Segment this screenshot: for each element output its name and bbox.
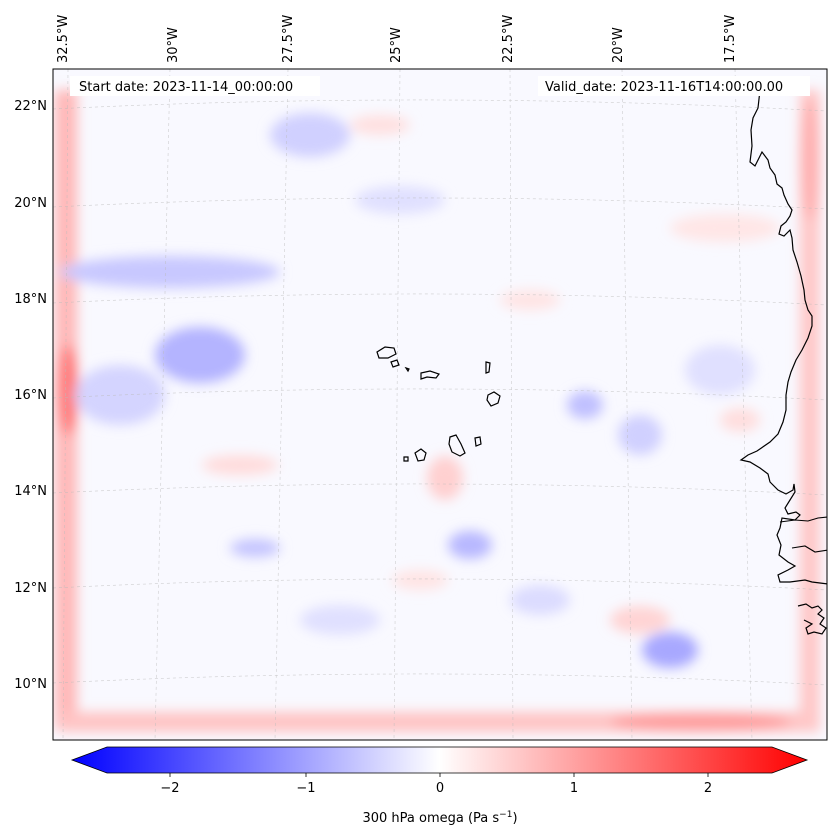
omega-descent-patch xyxy=(610,606,670,634)
cape-verde-islands xyxy=(376,346,501,462)
island-santo-antao xyxy=(376,346,397,359)
colorbar-label: 300 hPa omega (Pa s−1) xyxy=(362,810,517,826)
omega-ascent-patch xyxy=(155,327,245,383)
omega-descent-patch xyxy=(500,290,560,310)
island-sao-vicente xyxy=(390,359,400,368)
lat-tick-label: 22°N xyxy=(14,99,47,114)
graticule xyxy=(53,69,827,740)
omega-ascent-patch xyxy=(60,256,280,288)
colorbar-body xyxy=(70,746,809,774)
island-santa-luzia xyxy=(404,366,410,373)
lat-tick-labels: 22°N 20°N 18°N 16°N 14°N 12°N 10°N xyxy=(14,99,47,692)
omega-max-south xyxy=(610,713,790,731)
island-sal xyxy=(485,361,491,374)
colorbar-tick-label: 0 xyxy=(436,781,444,796)
lat-tick-label: 20°N xyxy=(14,196,47,211)
omega-descent-patch xyxy=(392,570,448,590)
lat-tick-label: 16°N xyxy=(14,388,47,403)
valid-date-text: Valid_date: 2023-11-16T14:00:00.00 xyxy=(545,80,783,95)
omega-ascent-patch xyxy=(618,415,662,455)
colorbar: −2 −1 0 1 2 300 hPa omega (Pa s−1) xyxy=(70,746,809,826)
island-brava xyxy=(403,456,409,462)
lon-tick-label: 32.5°W xyxy=(56,15,71,63)
omega-ascent-patch xyxy=(300,605,380,635)
colorbar-tick-label: 2 xyxy=(704,781,712,796)
island-fogo xyxy=(414,448,427,462)
omega-boundary-east xyxy=(800,90,820,730)
omega-descent-patch xyxy=(670,214,780,242)
omega-ascent-patch xyxy=(567,391,603,419)
omega-ascent-patch xyxy=(355,186,445,214)
colorbar-tick-label: −2 xyxy=(160,781,179,796)
lon-tick-label: 17.5°W xyxy=(723,15,738,63)
omega-ascent-patch xyxy=(685,345,755,395)
omega-descent-patch xyxy=(720,408,760,432)
omega-max-east xyxy=(800,100,820,220)
omega-ascent-patch xyxy=(642,632,698,668)
omega-ascent-patch xyxy=(510,585,570,615)
island-maio xyxy=(474,436,482,447)
map-panel xyxy=(53,69,827,740)
omega-descent-patch xyxy=(350,115,410,135)
omega-descent-patch xyxy=(202,455,278,475)
lon-tick-label: 30°W xyxy=(166,27,181,63)
lon-tick-label: 22.5°W xyxy=(501,15,516,63)
omega-max-west xyxy=(58,345,78,435)
start-date-text: Start date: 2023-11-14_00:00:00 xyxy=(79,80,293,95)
lon-tick-label: 25°W xyxy=(389,27,404,63)
colorbar-tick-label: −1 xyxy=(296,781,315,796)
omega-descent-patch xyxy=(427,456,463,500)
colorbar-ticks xyxy=(169,773,709,777)
africa-coastline-guinea-bissau xyxy=(797,603,827,635)
island-boa-vista xyxy=(486,391,501,407)
lon-tick-label: 20°W xyxy=(611,27,626,63)
lon-tick-label: 27.5°W xyxy=(281,15,296,63)
start-date-box xyxy=(70,76,320,96)
map-frame xyxy=(52,68,828,741)
lat-tick-label: 10°N xyxy=(14,677,47,692)
valid-date-box xyxy=(538,76,810,96)
lon-tick-labels: 32.5°W 30°W 27.5°W 25°W 22.5°W 20°W 17.5… xyxy=(56,15,738,63)
gambia-river xyxy=(779,516,827,523)
omega-ascent-patch xyxy=(230,539,280,557)
lat-tick-label: 12°N xyxy=(14,581,47,596)
lat-tick-label: 14°N xyxy=(14,484,47,499)
island-sao-nicolau xyxy=(420,370,440,380)
lat-tick-label: 18°N xyxy=(14,292,47,307)
omega-ascent-patch xyxy=(448,531,492,559)
omega-ascent-patch xyxy=(270,113,350,157)
africa-coastline xyxy=(739,89,827,585)
senegal-river xyxy=(791,545,827,553)
island-santiago xyxy=(448,434,466,457)
colorbar-tick-label: 1 xyxy=(570,781,578,796)
map-background xyxy=(53,69,827,740)
